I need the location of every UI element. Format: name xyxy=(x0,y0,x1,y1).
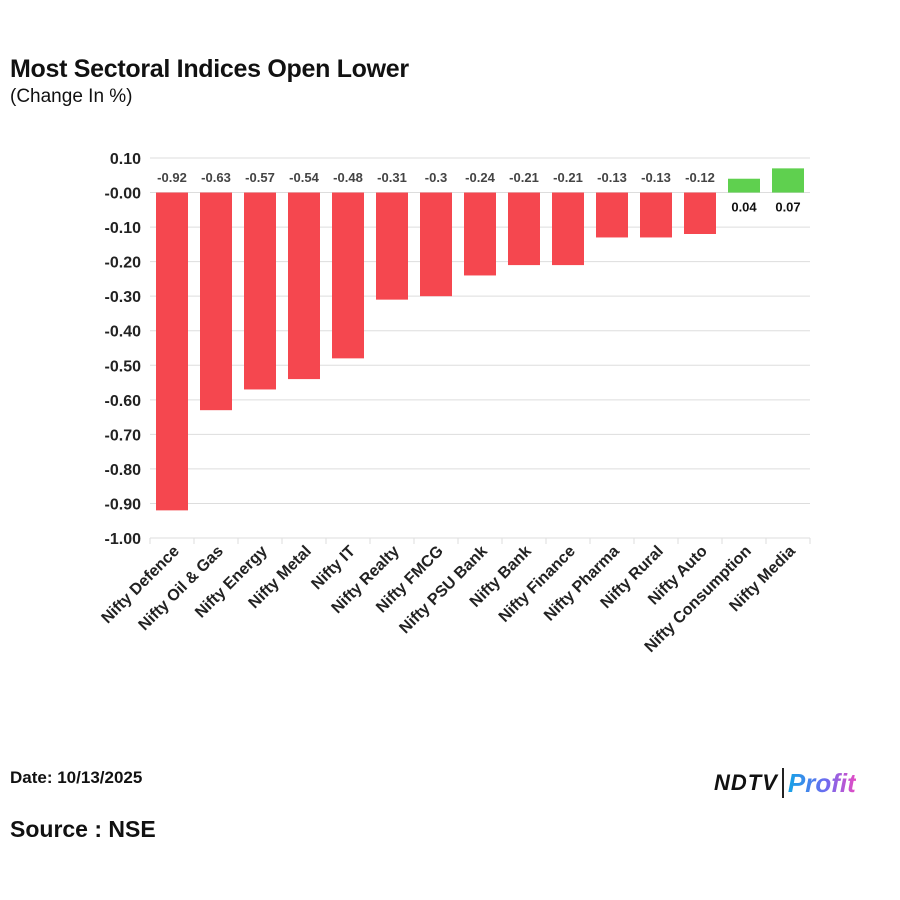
chart-subtitle: (Change In %) xyxy=(10,86,133,107)
bar-nifty-rural xyxy=(640,192,672,238)
data-label: 0.04 xyxy=(731,200,757,215)
logo-profit-text: Profit xyxy=(787,767,856,798)
bar-nifty-it xyxy=(332,192,364,359)
y-tick-label: -0.40 xyxy=(105,324,142,341)
bar-nifty-media xyxy=(772,168,804,193)
y-tick-label: -0.20 xyxy=(105,255,142,272)
bar-nifty-realty xyxy=(376,192,408,300)
data-label: 0.07 xyxy=(775,200,800,215)
y-tick-label: -0.10 xyxy=(105,220,142,237)
y-tick-label: 0.10 xyxy=(110,151,141,168)
data-label: -0.31 xyxy=(377,170,407,185)
y-tick-label: -0.50 xyxy=(105,358,142,375)
bar-nifty-consumption xyxy=(728,178,760,193)
data-label: -0.57 xyxy=(245,170,275,185)
logo-divider xyxy=(781,768,784,798)
bar-nifty-fmcg xyxy=(420,192,452,297)
data-label: -0.3 xyxy=(425,170,447,185)
bar-nifty-pharma xyxy=(596,192,628,238)
data-label: -0.48 xyxy=(333,170,363,185)
y-tick-label: -0.80 xyxy=(105,462,142,479)
data-label: -0.13 xyxy=(641,170,671,185)
data-labels: -0.92 -0.63 -0.57 -0.54 -0.48 -0.31 -0.3 -0.24-… xyxy=(157,170,800,215)
data-label: -0.63 xyxy=(201,170,231,185)
bars xyxy=(156,168,804,511)
gridlines xyxy=(149,157,811,544)
bar-nifty-defence xyxy=(156,192,188,511)
bar-nifty-oil-gas xyxy=(200,192,232,411)
data-label: -0.92 xyxy=(157,170,187,185)
bar-nifty-auto xyxy=(684,192,716,234)
date-label: Date: 10/13/2025 xyxy=(10,768,143,787)
source-label: Source : NSE xyxy=(10,816,156,842)
y-axis-ticks: 0.10 -0.00 -0.10 -0.20 -0.30 -0.40 -0.50 -0.60 -… xyxy=(105,151,142,548)
data-label: -0.21 xyxy=(509,170,539,185)
data-label: -0.21 xyxy=(553,170,583,185)
bar-nifty-bank xyxy=(508,192,540,266)
bar-chart: 0.10 -0.00 -0.10 -0.20 -0.30 -0.40 -0.50 -0.60 -… xyxy=(99,151,811,656)
x-tick-label: Nifty Defence xyxy=(99,543,183,627)
bar-nifty-metal xyxy=(288,192,320,380)
y-tick-label: -0.00 xyxy=(105,186,142,203)
x-tick-label: Nifty Finance xyxy=(496,543,579,626)
y-tick-label: -1.00 xyxy=(105,531,142,548)
y-tick-label: -0.60 xyxy=(105,393,142,410)
y-tick-label: -0.90 xyxy=(105,496,142,513)
y-tick-label: -0.70 xyxy=(105,427,142,444)
logo-ndtv-text: NDTV xyxy=(714,770,778,795)
bar-nifty-finance xyxy=(552,192,584,266)
chart-title: Most Sectoral Indices Open Lower xyxy=(10,55,409,83)
data-label: -0.24 xyxy=(465,170,495,185)
data-label: -0.12 xyxy=(685,170,715,185)
data-label: -0.54 xyxy=(289,170,319,185)
y-tick-label: -0.30 xyxy=(105,289,142,306)
ndtv-profit-logo: NDTV Profit xyxy=(714,766,856,800)
data-label: -0.13 xyxy=(597,170,627,185)
bar-nifty-psu-bank xyxy=(464,192,496,276)
bar-nifty-energy xyxy=(244,192,276,390)
